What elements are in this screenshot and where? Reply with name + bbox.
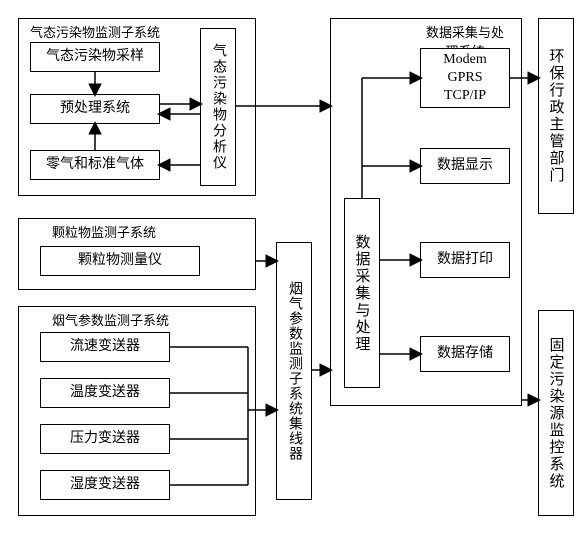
group-particle-title: 颗粒物监测子系统 [50,222,158,241]
box-flow: 流速变送器 [40,332,170,362]
box-pressure: 压力变送器 [40,424,170,454]
system-diagram: 气态污染物监测子系统 气态污染物采样 预处理系统 零气和标准气体 气态污染物分析… [0,0,588,533]
box-collector: 烟气参数监测子系统集线器 [276,242,312,500]
box-display: 数据显示 [420,148,510,184]
group-flue-title: 烟气参数监测子系统 [50,310,171,329]
box-preprocess: 预处理系统 [30,94,160,124]
box-out-source: 固定污染源监控系统 [538,310,574,516]
box-sampling: 气态污染物采样 [30,42,160,72]
box-core: 数据采集与处理 [344,198,380,388]
box-temp: 温度变送器 [40,378,170,408]
box-humidity: 湿度变送器 [40,470,170,500]
box-store: 数据存储 [420,336,510,372]
box-analyzer: 气态污染物分析仪 [200,28,236,186]
box-print: 数据打印 [420,242,510,278]
box-particle-meter: 颗粒物测量仪 [40,246,200,276]
box-out-env: 环保行政主管部门 [538,18,574,214]
group-gaseous-title: 气态污染物监测子系统 [28,22,162,41]
box-modem: Modem GPRS TCP/IP [420,48,510,108]
box-zero-gas: 零气和标准气体 [30,150,160,180]
